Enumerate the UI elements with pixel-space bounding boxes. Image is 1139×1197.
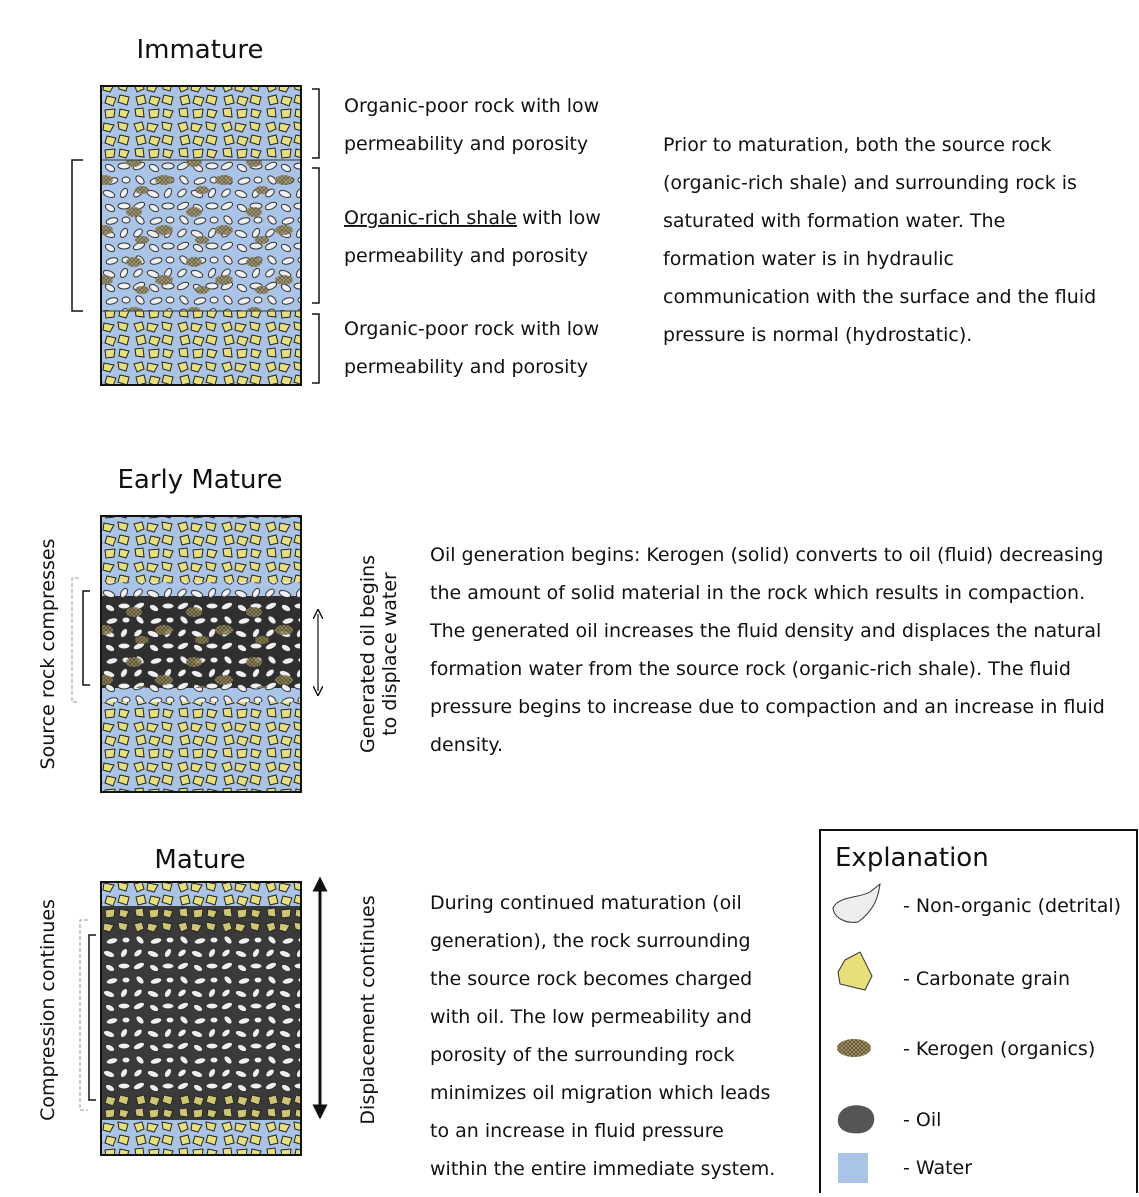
description-line: the source rock becomes charged xyxy=(430,968,752,990)
description-line: communication with the surface and the f… xyxy=(663,286,1096,308)
vertical-label: Compression continues xyxy=(37,899,59,1121)
description-line: the amount of solid material in the rock… xyxy=(430,582,1085,604)
legend-title: Explanation xyxy=(835,843,989,873)
label: Organic-poor rock with low xyxy=(344,95,599,117)
legend: Explanation xyxy=(820,830,1137,1193)
description-line: (organic-rich shale) and surrounding roc… xyxy=(663,172,1077,194)
legend-label: - Non-organic (detrital) xyxy=(903,895,1121,917)
description-line: Oil generation begins: Kerogen (solid) c… xyxy=(430,544,1103,566)
description-line: Prior to maturation, both the source roc… xyxy=(663,134,1051,156)
vertical-label: Displacement continues xyxy=(357,895,379,1124)
rock-column xyxy=(101,86,301,385)
section-title: Immature xyxy=(136,35,263,65)
label: Organic-poor rock with low xyxy=(344,318,599,340)
section-title: Mature xyxy=(154,845,245,875)
bracket xyxy=(80,920,88,1110)
description: Oil generation begins: Kerogen (solid) c… xyxy=(429,544,1105,756)
legend-label: - Kerogen (organics) xyxy=(903,1038,1095,1060)
rock-column xyxy=(101,882,301,1155)
legend-items: - Non-organic (detrital) - Carbonate grai… xyxy=(903,895,1121,1179)
bracket xyxy=(83,591,90,685)
description-line: minimizes oil migration which leads xyxy=(430,1082,770,1104)
legend-label: - Water xyxy=(903,1157,972,1179)
vertical-label: Source rock compresses xyxy=(37,539,59,770)
rock-column xyxy=(101,516,301,792)
description-line: porosity of the surrounding rock xyxy=(430,1044,735,1066)
description-line: formation water is in hydraulic xyxy=(663,248,954,270)
diagram: Immature Organic-poor rock with low perm… xyxy=(0,0,1139,1193)
bracket xyxy=(72,578,79,702)
underlined-term: Organic-rich shale xyxy=(344,207,517,229)
description-line: saturated with formation water. The xyxy=(663,210,1005,232)
label: permeability and porosity xyxy=(344,133,588,155)
description: Prior to maturation, both the source roc… xyxy=(663,134,1096,346)
vertical-label: Generated oil begins xyxy=(357,555,379,753)
label: permeability and porosity xyxy=(344,356,588,378)
description-line: The generated oil increases the fluid de… xyxy=(429,620,1101,642)
description-line: pressure is normal (hydrostatic). xyxy=(663,324,972,346)
label-part: with low xyxy=(522,207,601,229)
label: permeability and porosity xyxy=(344,245,588,267)
section-title: Early Mature xyxy=(117,465,282,495)
page: {"immature": {"title": "Immature", "labe… xyxy=(0,0,1139,1193)
bracket xyxy=(89,935,96,1100)
legend-label: - Carbonate grain xyxy=(903,968,1070,990)
description-line: During continued maturation (oil xyxy=(430,892,742,914)
description-line: density. xyxy=(430,734,503,756)
description-line: with oil. The low permeability and xyxy=(430,1006,752,1028)
description-line: within the entire immediate system. xyxy=(430,1158,775,1180)
description: During continued maturation (oil generati… xyxy=(430,892,775,1180)
description-line: pressure begins to increase due to compa… xyxy=(430,696,1105,718)
description-line: formation water from the source rock (or… xyxy=(430,658,1071,680)
vertical-label: to displace water xyxy=(379,572,401,736)
legend-label: - Oil xyxy=(903,1109,941,1131)
description-line: generation), the rock surrounding xyxy=(430,930,751,952)
description-line: to an increase in fluid pressure xyxy=(430,1120,724,1142)
